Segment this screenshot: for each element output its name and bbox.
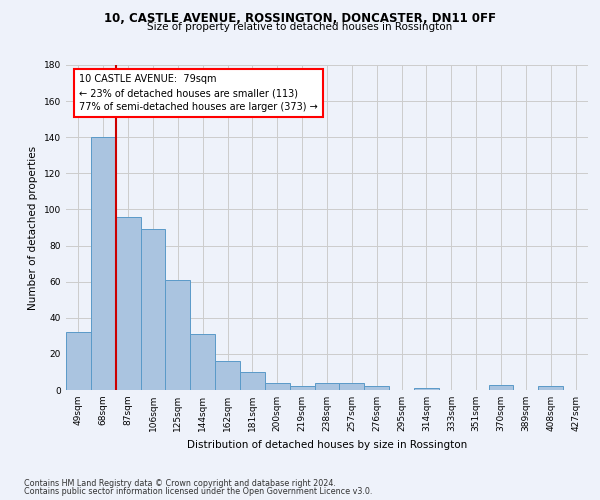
Bar [66,332,91,390]
Bar [364,386,389,390]
Bar [166,280,190,390]
Text: 10, CASTLE AVENUE, ROSSINGTON, DONCASTER, DN11 0FF: 10, CASTLE AVENUE, ROSSINGTON, DONCASTER… [104,12,496,26]
Bar [290,386,314,390]
Bar [215,361,240,390]
Bar [488,384,514,390]
Y-axis label: Number of detached properties: Number of detached properties [28,146,38,310]
Bar [314,383,340,390]
Text: 10 CASTLE AVENUE:  79sqm
← 23% of detached houses are smaller (113)
77% of semi-: 10 CASTLE AVENUE: 79sqm ← 23% of detache… [79,74,317,112]
Bar [340,383,364,390]
Text: Contains public sector information licensed under the Open Government Licence v3: Contains public sector information licen… [24,487,373,496]
Bar [91,137,116,390]
Bar [538,386,563,390]
Bar [414,388,439,390]
Text: Size of property relative to detached houses in Rossington: Size of property relative to detached ho… [148,22,452,32]
Bar [240,372,265,390]
Text: Contains HM Land Registry data © Crown copyright and database right 2024.: Contains HM Land Registry data © Crown c… [24,478,336,488]
X-axis label: Distribution of detached houses by size in Rossington: Distribution of detached houses by size … [187,440,467,450]
Bar [190,334,215,390]
Bar [116,216,140,390]
Bar [140,230,166,390]
Bar [265,383,290,390]
